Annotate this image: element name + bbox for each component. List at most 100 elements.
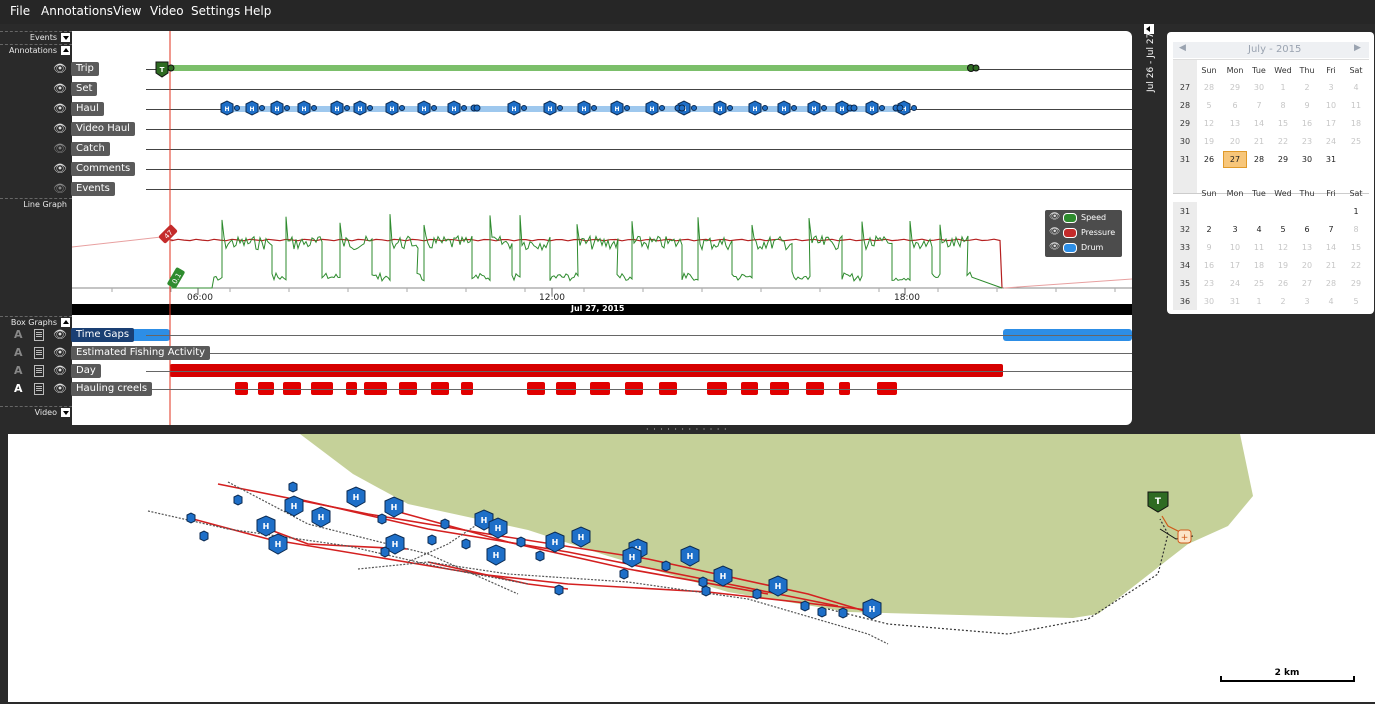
haul-marker[interactable]: H [353,100,373,116]
hauling-creels-bar[interactable] [839,382,850,395]
calendar-day[interactable]: 25 [1350,137,1362,146]
creel-map-marker[interactable] [440,518,450,530]
hauling-creels-bar[interactable] [258,382,274,395]
menu-file[interactable]: File [10,4,31,18]
trip-start-marker[interactable]: T [155,61,175,78]
document-icon[interactable] [34,329,44,341]
haul-marker[interactable]: H [385,100,405,116]
haul-marker[interactable]: H [748,100,768,116]
calendar-day[interactable]: 22 [1350,261,1362,270]
calendar-day[interactable]: 31 [1229,297,1241,306]
calendar-day[interactable]: 22 [1277,137,1289,146]
calendar-day[interactable]: 21 [1253,137,1265,146]
calendar-day[interactable]: 24 [1229,279,1241,288]
haul-marker[interactable]: H [270,100,290,116]
label-toggle-icon[interactable]: A [14,382,23,395]
haul-map-marker[interactable]: H [346,486,366,508]
creel-map-marker[interactable] [661,560,671,572]
calendar-day[interactable]: 16 [1203,261,1215,270]
eye-icon[interactable]: 👁 [53,82,67,95]
legend-speed[interactable]: 👁 Speed [1049,212,1121,224]
menu-settings[interactable]: Settings [191,4,241,18]
panel-splitter[interactable]: · · · · · · · · · · · · [646,425,728,434]
haul-map-marker[interactable]: H [488,517,508,539]
eye-icon[interactable]: 👁 [1049,212,1061,222]
hauling-creels-bar[interactable] [707,382,727,395]
hauling-creels-bar[interactable] [590,382,610,395]
calendar-day[interactable]: 2 [1206,225,1212,234]
haul-marker[interactable]: H [610,100,630,116]
haul-marker[interactable]: H [713,100,733,116]
haul-end-dot[interactable] [896,104,904,112]
haul-map-marker[interactable]: H [384,496,404,518]
creel-map-marker[interactable] [233,494,243,506]
calendar-day[interactable]: 18 [1253,261,1265,270]
calendar-day[interactable]: 23 [1301,137,1313,146]
calendar-day[interactable]: 11 [1253,243,1265,252]
creel-map-marker[interactable] [186,512,196,524]
haul-marker[interactable]: H [897,100,917,116]
calendar-day[interactable]: 4 [1256,225,1262,234]
haul-map-marker[interactable]: H [256,515,276,537]
hauling-creels-bar[interactable] [877,382,897,395]
eye-icon[interactable]: 👁 [1049,242,1061,252]
calendar-day[interactable]: 28 [1253,155,1265,164]
annotations-collapse-button[interactable] [61,46,70,55]
haul-marker[interactable]: H [865,100,885,116]
calendar-day[interactable]: 6 [1232,101,1238,110]
annotation-track-label[interactable]: Comments [71,162,136,176]
eye-icon[interactable]: 👁 [53,364,67,377]
calendar-day[interactable]: 21 [1325,261,1337,270]
calendar-day[interactable]: 3 [1304,297,1310,306]
calendar-day[interactable]: 30 [1253,83,1265,92]
menu-help[interactable]: Help [244,4,272,18]
creel-map-marker[interactable] [288,481,298,493]
day-bar[interactable] [170,364,1003,377]
creel-map-marker[interactable] [461,538,471,550]
calendar-day[interactable]: 3 [1328,83,1334,92]
calendar-day[interactable]: 12 [1277,243,1289,252]
calendar-day[interactable]: 19 [1277,261,1289,270]
creel-map-marker[interactable] [619,568,629,580]
haul-map-marker[interactable]: H [713,565,733,587]
creel-map-marker[interactable] [535,550,545,562]
label-toggle-icon[interactable]: A [14,328,23,341]
haul-map-marker[interactable]: H [284,495,304,517]
calendar-day[interactable]: 7 [1328,225,1334,234]
eye-icon[interactable]: 👁 [53,382,67,395]
side-panel-toggle-button[interactable] [1144,24,1154,34]
calendar-day[interactable]: 4 [1353,83,1359,92]
hauling-creels-bar[interactable] [770,382,789,395]
port-marker[interactable]: + [1177,529,1192,544]
calendar-day[interactable]: 18 [1350,119,1362,128]
calendar-day[interactable]: 26 [1277,279,1289,288]
calendar-day[interactable]: 1 [1353,207,1359,216]
haul-map-marker[interactable]: H [622,546,642,568]
events-collapse-button[interactable] [61,33,70,42]
label-toggle-icon[interactable]: A [14,364,23,377]
haul-map-marker[interactable]: H [680,545,700,567]
box-graphs-collapse-button[interactable] [61,318,70,327]
menu-annotations[interactable]: Annotations [41,4,114,18]
creel-map-marker[interactable] [698,576,708,588]
calendar-day[interactable]: 20 [1229,137,1241,146]
calendar-day[interactable]: 6 [1304,225,1310,234]
calendar-day[interactable]: 15 [1350,243,1362,252]
haul-marker[interactable]: H [807,100,827,116]
annotation-track-label[interactable]: Haul [71,102,104,116]
calendar-day[interactable]: 2 [1304,83,1310,92]
hauling-creels-bar[interactable] [346,382,357,395]
calendar-day[interactable]: 27 [1301,279,1313,288]
eye-icon[interactable]: 👁 [53,142,67,155]
calendar-day[interactable]: 14 [1253,119,1265,128]
haul-marker[interactable]: H [447,100,467,116]
eye-icon[interactable]: 👁 [53,102,67,115]
hauling-creels-bar[interactable] [431,382,449,395]
creel-map-marker[interactable] [427,534,437,546]
creel-map-marker[interactable] [516,536,526,548]
haul-map-marker[interactable]: H [268,533,288,555]
label-toggle-icon[interactable]: A [14,346,23,359]
eye-icon[interactable]: 👁 [53,162,67,175]
calendar-day[interactable]: 12 [1203,119,1215,128]
